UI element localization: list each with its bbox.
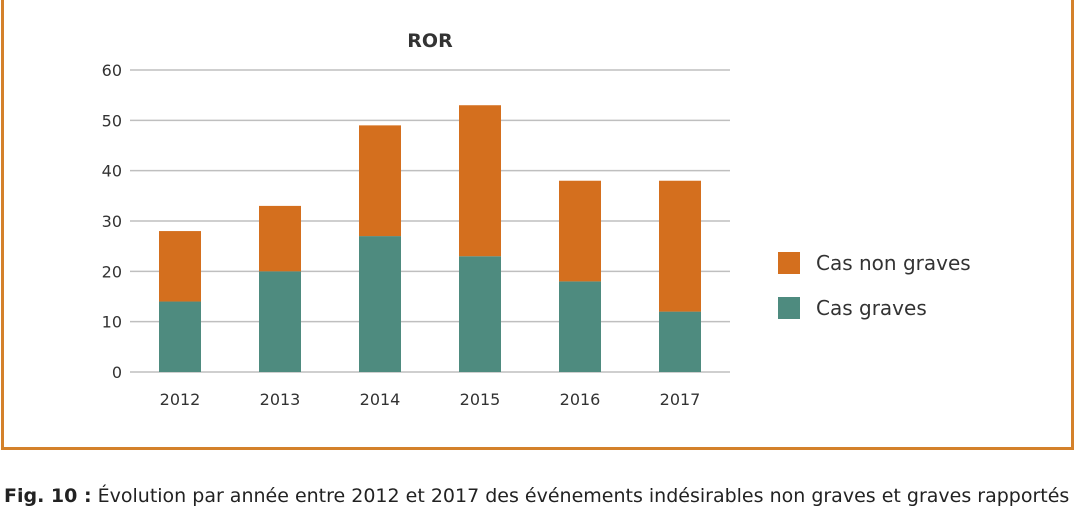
bar-cas-non-graves-2016: [559, 180, 601, 282]
legend-swatch-cas-non-graves: [778, 252, 800, 274]
legend-swatch-cas-graves: [778, 297, 800, 319]
legend-label-cas-graves: Cas graves: [816, 296, 927, 320]
bar-cas-graves-2016: [559, 281, 601, 372]
legend-item-cas-non-graves: Cas non graves: [778, 251, 971, 275]
y-tick-label: 40: [102, 162, 122, 181]
bar-cas-graves-2017: [659, 311, 701, 372]
bar-cas-non-graves-2012: [159, 231, 201, 302]
bar-cas-graves-2014: [359, 236, 401, 372]
caption-text: Évolution par année entre 2012 et 2017 d…: [97, 485, 1070, 507]
y-tick-label: 20: [102, 262, 122, 281]
caption-label: Fig. 10 :: [4, 485, 92, 507]
x-tick-label: 2013: [260, 390, 301, 409]
y-tick-label: 50: [102, 111, 122, 130]
x-tick-label: 2014: [360, 390, 401, 409]
y-tick-label: 0: [112, 363, 122, 382]
x-tick-label: 2015: [460, 390, 501, 409]
bar-cas-non-graves-2014: [359, 125, 401, 237]
chart-title: ROR: [407, 30, 453, 52]
x-tick-label: 2012: [160, 390, 201, 409]
figure-caption: Fig. 10 : Évolution par année entre 2012…: [4, 485, 1078, 507]
y-tick-label: 10: [102, 313, 122, 332]
bar-cas-graves-2012: [159, 301, 201, 372]
bar-cas-non-graves-2013: [259, 205, 301, 272]
chart-frame: [1, 0, 1074, 450]
legend-item-cas-graves: Cas graves: [778, 296, 927, 320]
bars: [159, 105, 701, 372]
y-tick-label: 30: [102, 212, 122, 231]
bar-cas-non-graves-2015: [459, 105, 501, 257]
bar-cas-graves-2015: [459, 256, 501, 372]
x-axis-ticks: 2012 2013 2014 2015 2016 2017: [160, 390, 701, 409]
bar-cas-graves-2013: [259, 271, 301, 372]
x-tick-label: 2017: [660, 390, 701, 409]
grid-lines: [130, 69, 730, 373]
x-tick-label: 2016: [560, 390, 601, 409]
y-axis-ticks: 0 10 20 30 40 50 60: [102, 61, 122, 382]
legend-label-cas-non-graves: Cas non graves: [816, 251, 971, 275]
y-tick-label: 60: [102, 61, 122, 80]
bar-cas-non-graves-2017: [659, 180, 701, 312]
